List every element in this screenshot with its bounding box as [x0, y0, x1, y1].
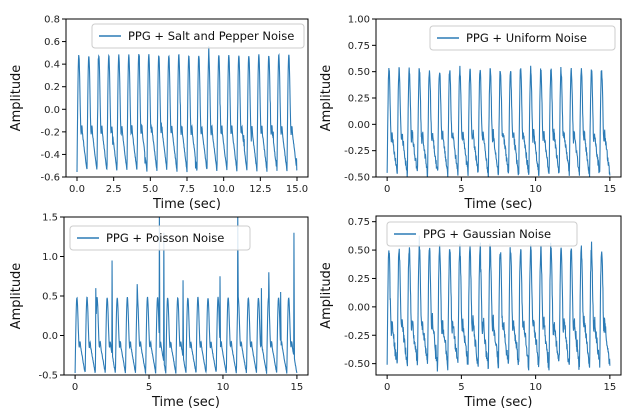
legend-label: PPG + Uniform Noise — [466, 31, 587, 45]
y-tick-label: 1.00 — [348, 15, 370, 26]
x-tick-label: 7.5 — [179, 184, 195, 195]
chart-panel-2: 0 5 10 15 -0.50 -0.25 0.00 0.25 0.50 0.75 1.00 Time… — [319, 15, 622, 212]
legend-box — [386, 221, 578, 247]
y-tick-label: 0.00 — [348, 302, 370, 313]
x-tick-label: 10 — [529, 184, 542, 195]
x-axis-label: Time (sec) — [463, 197, 532, 212]
x-tick-label: 10 — [529, 382, 542, 393]
legend-label: PPG + Poisson Noise — [106, 231, 224, 245]
y-tick-label: 0.0 — [42, 331, 58, 342]
y-tick-label: -0.25 — [344, 146, 370, 157]
y-tick-label: 0.00 — [348, 120, 370, 131]
x-tick-label: 10 — [217, 382, 230, 393]
x-tick-label: 15.0 — [286, 184, 308, 195]
legend: PPG + Gaussian Noise — [386, 221, 578, 247]
x-tick-label: 2.5 — [106, 184, 122, 195]
x-tick-label: 15 — [291, 382, 304, 393]
x-tick-label: 5 — [458, 184, 464, 195]
series-line — [386, 65, 611, 177]
y-axis-label: Amplitude — [319, 65, 334, 132]
y-tick-label: 0.6 — [44, 37, 60, 48]
chart-panel-4: 0 5 10 15 -0.50 -0.25 0.00 0.25 0.50 0.75 Time (se… — [319, 215, 622, 410]
x-tick-label: 12.5 — [249, 184, 271, 195]
x-tick-label: 0 — [384, 382, 390, 393]
y-tick-label: -0.25 — [344, 331, 370, 342]
y-tick-label: 0.75 — [348, 217, 370, 228]
y-tick-label: 0.25 — [348, 274, 370, 285]
legend: PPG + Uniform Noise — [429, 25, 616, 51]
legend: PPG + Poisson Noise — [69, 225, 251, 251]
y-tick-label: 1.0 — [42, 252, 58, 263]
x-tick-label: 5 — [458, 382, 464, 393]
x-axis-label: Time (sec) — [463, 395, 532, 410]
y-tick-label: 0.25 — [348, 94, 370, 105]
y-axis-label: Amplitude — [319, 262, 334, 329]
chart-panel-1: 0.0 2.5 5.0 7.5 10.0 12.5 15.0 -0.6 -0.4 -0.2 0.0 0… — [9, 15, 309, 212]
y-tick-label: 0.50 — [348, 67, 370, 78]
chart-panel-3: 0 5 10 15 -0.5 0.0 0.5 1.0 1.5 Time (sec) Amplitud… — [9, 213, 309, 410]
x-axis-label: Time (sec) — [151, 395, 220, 410]
y-tick-label: -0.50 — [344, 173, 370, 184]
legend-box — [429, 25, 616, 51]
x-tick-label: 15 — [603, 382, 616, 393]
series-line — [386, 235, 611, 372]
legend-box — [91, 23, 305, 49]
legend-box — [69, 225, 251, 251]
axes-frame — [375, 215, 622, 376]
legend: PPG + Salt and Pepper Noise — [91, 23, 305, 49]
y-tick-label: -0.4 — [40, 150, 60, 161]
y-axis-label: Amplitude — [9, 263, 24, 330]
y-tick-label: 1.5 — [42, 213, 58, 224]
x-tick-label: 5 — [146, 382, 152, 393]
x-axis-label: Time (sec) — [152, 197, 221, 212]
y-tick-label: 0.75 — [348, 41, 370, 52]
y-tick-label: -0.50 — [344, 359, 370, 370]
x-tick-label: 0 — [384, 184, 390, 195]
x-tick-label: 0 — [72, 382, 78, 393]
legend-label: PPG + Gaussian Noise — [423, 227, 551, 241]
x-tick-label: 0.0 — [69, 184, 85, 195]
y-tick-label: 0.5 — [42, 292, 58, 303]
y-tick-label: -0.5 — [38, 371, 58, 382]
y-tick-label: 0.4 — [44, 60, 60, 71]
y-tick-label: -0.2 — [40, 127, 60, 138]
series-line — [74, 217, 298, 375]
series-line — [76, 46, 298, 173]
x-tick-label: 10.0 — [213, 184, 235, 195]
y-tick-label: 0.50 — [348, 246, 370, 257]
y-axis-label: Amplitude — [9, 65, 24, 132]
legend-label: PPG + Salt and Pepper Noise — [128, 29, 294, 43]
y-tick-label: 0.8 — [44, 15, 60, 26]
x-tick-label: 5.0 — [142, 184, 158, 195]
y-tick-label: 0.2 — [44, 82, 60, 93]
x-tick-label: 15 — [603, 184, 616, 195]
y-tick-label: -0.6 — [40, 173, 60, 184]
y-tick-label: 0.0 — [44, 105, 60, 116]
